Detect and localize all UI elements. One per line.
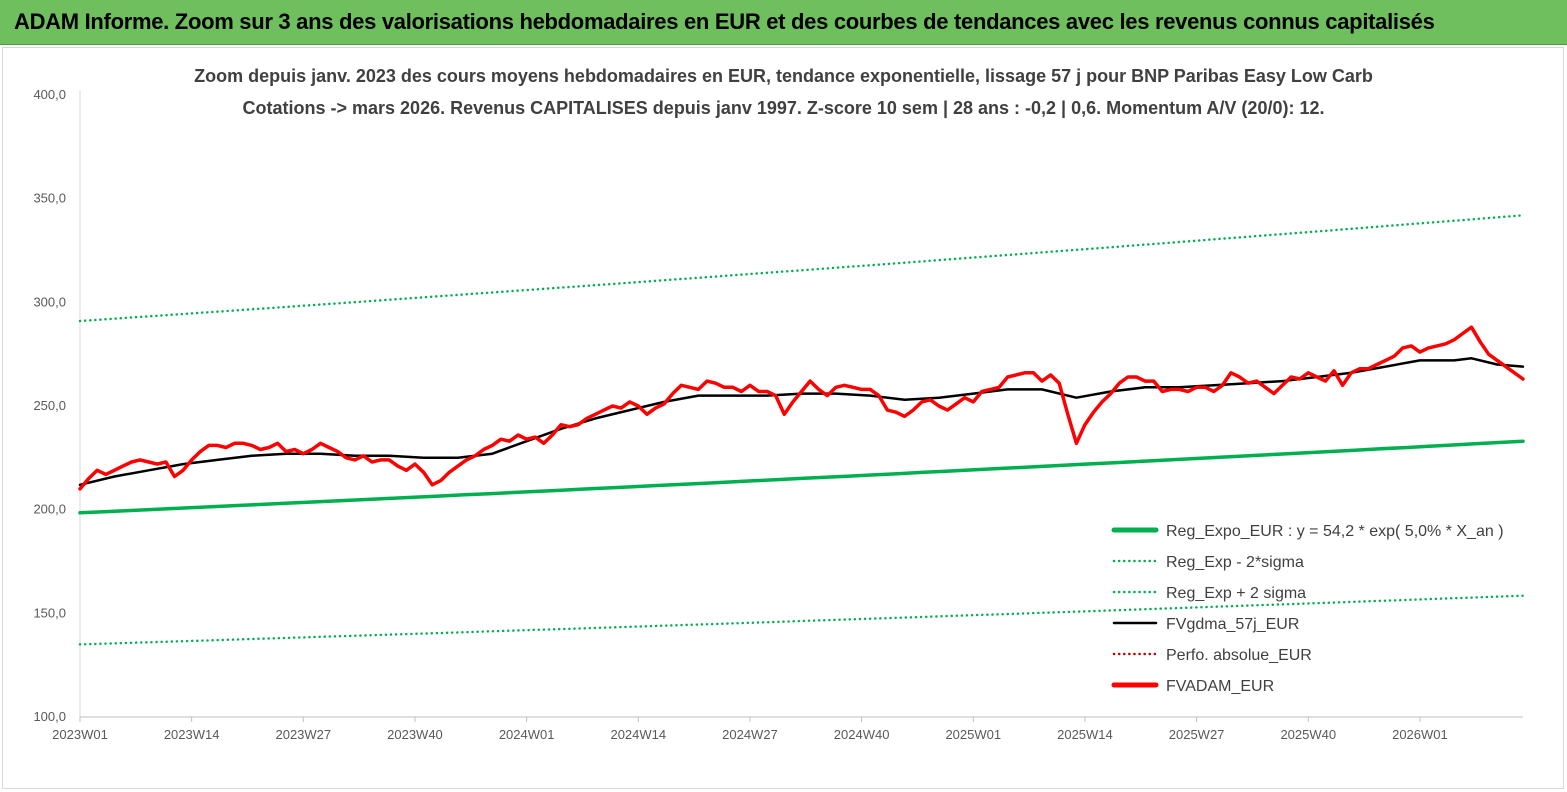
- x-tick-label: 2025W01: [945, 727, 1001, 742]
- legend-label-1: Reg_Exp - 2*sigma: [1166, 554, 1304, 571]
- x-tick-label: 2023W40: [387, 727, 443, 742]
- x-tick-label: 2024W01: [499, 727, 555, 742]
- y-tick-label: 250,0: [33, 398, 66, 413]
- y-tick-label: 200,0: [33, 502, 66, 517]
- x-tick-label: 2024W40: [834, 727, 890, 742]
- report-banner: ADAM Informe. Zoom sur 3 ans des valoris…: [0, 0, 1567, 45]
- x-tick-label: 2023W27: [275, 727, 331, 742]
- x-tick-label: 2024W14: [610, 727, 666, 742]
- report-title: ADAM Informe. Zoom sur 3 ans des valoris…: [14, 9, 1435, 34]
- series-line-2: [78, 214, 1525, 323]
- legend-label-4: Perfo. absolue_EUR: [1166, 647, 1312, 664]
- y-tick-label: 100,0: [33, 709, 66, 724]
- y-tick-label: 400,0: [33, 87, 66, 102]
- x-tick-label: 2026W01: [1392, 727, 1448, 742]
- x-tick-label: 2023W01: [52, 727, 108, 742]
- series-line-3: [78, 357, 1525, 487]
- series-line-0: [78, 439, 1525, 515]
- series-line-1: [78, 594, 1525, 646]
- y-tick-label: 350,0: [33, 191, 66, 206]
- x-tick-label: 2023W14: [164, 727, 220, 742]
- legend-label-0: Reg_Expo_EUR : y = 54,2 * exp( 5,0% * X_…: [1166, 523, 1504, 540]
- legend-label-2: Reg_Exp + 2 sigma: [1166, 585, 1306, 602]
- chart-subtitle: Cotations -> mars 2026. Revenus CAPITALI…: [242, 98, 1325, 118]
- y-tick-label: 300,0: [33, 294, 66, 309]
- x-tick-label: 2025W40: [1280, 727, 1336, 742]
- chart-area: [2, 47, 1564, 789]
- chart-title: Zoom depuis janv. 2023 des cours moyens …: [194, 66, 1373, 86]
- x-tick-label: 2024W27: [722, 727, 778, 742]
- legend-label-3: FVgdma_57j_EUR: [1166, 616, 1299, 633]
- x-tick-label: 2025W14: [1057, 727, 1113, 742]
- series-line-5: [78, 325, 1525, 491]
- legend-label-5: FVADAM_EUR: [1166, 678, 1274, 695]
- y-tick-label: 150,0: [33, 605, 66, 620]
- x-tick-label: 2025W27: [1169, 727, 1225, 742]
